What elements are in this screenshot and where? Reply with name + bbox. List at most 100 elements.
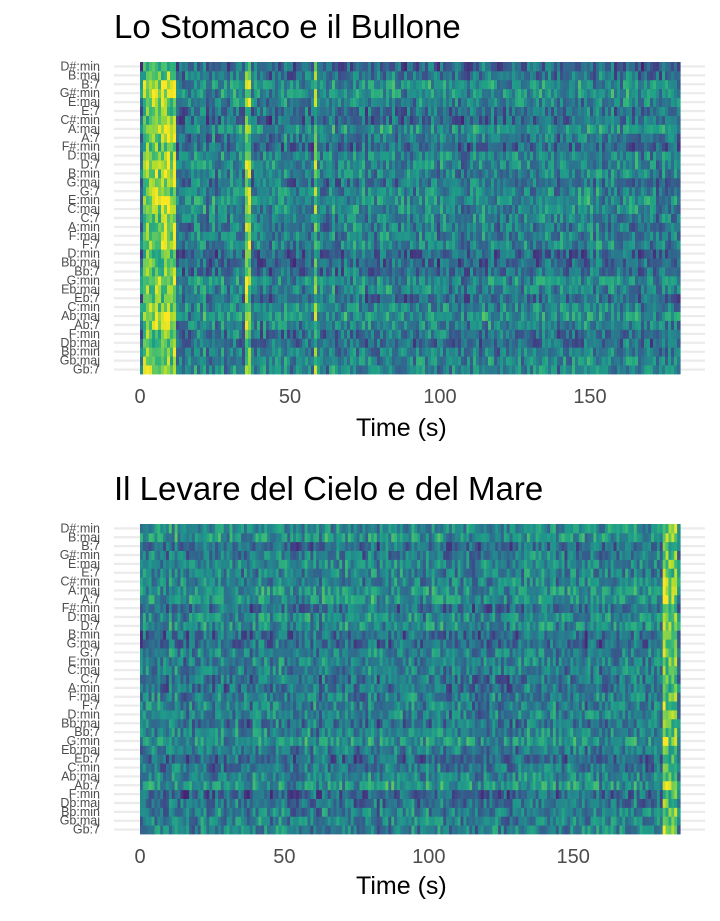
heatmap-cell xyxy=(287,338,291,348)
heatmap-cell xyxy=(443,311,447,321)
heatmap-cell xyxy=(371,347,375,357)
heatmap-cell xyxy=(473,293,477,304)
heatmap-cell xyxy=(284,249,288,259)
heatmap-cell xyxy=(170,338,174,348)
heatmap-cell xyxy=(353,311,357,321)
heatmap-cell xyxy=(548,329,552,339)
heatmap-cell xyxy=(599,275,603,286)
heatmap-cell xyxy=(230,365,234,375)
heatmap-cell xyxy=(467,204,471,214)
heatmap-cell xyxy=(146,195,150,206)
heatmap-cell xyxy=(509,311,513,321)
heatmap-cell xyxy=(374,249,378,259)
heatmap-cell xyxy=(293,195,297,206)
heatmap-cell xyxy=(545,186,549,197)
heatmap-cell xyxy=(224,160,228,170)
heatmap-cell xyxy=(209,302,213,312)
heatmap-cell xyxy=(227,302,231,312)
heatmap-cell xyxy=(575,365,579,375)
heatmap-cell xyxy=(287,329,291,339)
heatmap-cell xyxy=(323,240,327,250)
heatmap-cell xyxy=(476,222,480,232)
heatmap-cell xyxy=(173,258,177,268)
heatmap-cell xyxy=(305,231,309,241)
heatmap-cell xyxy=(590,204,594,214)
heatmap-cell xyxy=(548,311,552,321)
heatmap-cell xyxy=(539,231,543,241)
heatmap-cell xyxy=(515,329,519,339)
heatmap-cell xyxy=(353,275,357,286)
heatmap-cell xyxy=(206,311,210,321)
heatmap-cell xyxy=(395,347,399,357)
heatmap-cell xyxy=(188,329,192,339)
heatmap-cell xyxy=(656,240,660,250)
heatmap-cell xyxy=(551,293,555,304)
heatmap-cell xyxy=(197,267,201,277)
heatmap-cell xyxy=(647,195,651,206)
heatmap-cell xyxy=(392,151,396,161)
heatmap-cell xyxy=(236,284,240,295)
heatmap-cell xyxy=(569,356,573,366)
heatmap-cell xyxy=(506,213,510,223)
heatmap-cell xyxy=(659,231,663,241)
heatmap-cell xyxy=(350,160,354,170)
heatmap-cell xyxy=(272,293,276,304)
heatmap-cell xyxy=(464,231,468,241)
heatmap-cell xyxy=(494,267,498,277)
heatmap-cell xyxy=(398,168,402,179)
heatmap-cell xyxy=(518,222,522,232)
heatmap-cell xyxy=(317,258,321,268)
heatmap-cell xyxy=(470,311,474,321)
heatmap-cell xyxy=(482,151,486,161)
heatmap-cell xyxy=(575,275,579,286)
heatmap-cell xyxy=(236,338,240,348)
heatmap-cell xyxy=(431,320,435,330)
heatmap-cell xyxy=(272,338,276,348)
heatmap-cell xyxy=(599,356,603,366)
heatmap-cell xyxy=(596,249,600,259)
heatmap-cell xyxy=(140,311,144,321)
heatmap-cell xyxy=(212,249,216,259)
heatmap-cell xyxy=(569,195,573,206)
heatmap-cell xyxy=(581,222,585,232)
heatmap-cell xyxy=(212,258,216,268)
heatmap-cell xyxy=(227,231,231,241)
heatmap-cell xyxy=(617,284,621,295)
heatmap-cell xyxy=(290,151,294,161)
heatmap-cell xyxy=(389,204,393,214)
heatmap-cell xyxy=(416,365,420,375)
heatmap-cell xyxy=(452,293,456,304)
heatmap-cell xyxy=(191,133,195,143)
heatmap-cell xyxy=(470,195,474,206)
heatmap-cell xyxy=(179,222,183,232)
heatmap-cell xyxy=(656,160,660,170)
heatmap-cell xyxy=(296,293,300,304)
heatmap-cell xyxy=(353,222,357,232)
heatmap-cell xyxy=(503,240,507,250)
heatmap-cell xyxy=(401,195,405,206)
heatmap-cell xyxy=(485,320,489,330)
heatmap-cell xyxy=(284,302,288,312)
heatmap-cell xyxy=(569,168,573,179)
heatmap-cell xyxy=(314,124,318,134)
heatmap-cell xyxy=(569,231,573,241)
heatmap-cell xyxy=(302,249,306,259)
heatmap-cell xyxy=(533,267,537,277)
heatmap-cell xyxy=(446,142,450,152)
heatmap-cell xyxy=(341,320,345,330)
heatmap-cell xyxy=(431,133,435,143)
heatmap-cell xyxy=(161,151,165,161)
heatmap-cell xyxy=(143,258,147,268)
heatmap-cell xyxy=(332,186,336,197)
heatmap-cell xyxy=(581,267,585,277)
heatmap-cell xyxy=(653,329,657,339)
heatmap-cell xyxy=(173,177,177,188)
heatmap-cell xyxy=(224,347,228,357)
heatmap-cell xyxy=(350,177,354,188)
heatmap-cell xyxy=(584,338,588,348)
heatmap-cell xyxy=(386,231,390,241)
heatmap-cell xyxy=(584,302,588,312)
heatmap-cell xyxy=(605,204,609,214)
heatmap-cell xyxy=(263,275,267,286)
heatmap-cell xyxy=(446,213,450,223)
